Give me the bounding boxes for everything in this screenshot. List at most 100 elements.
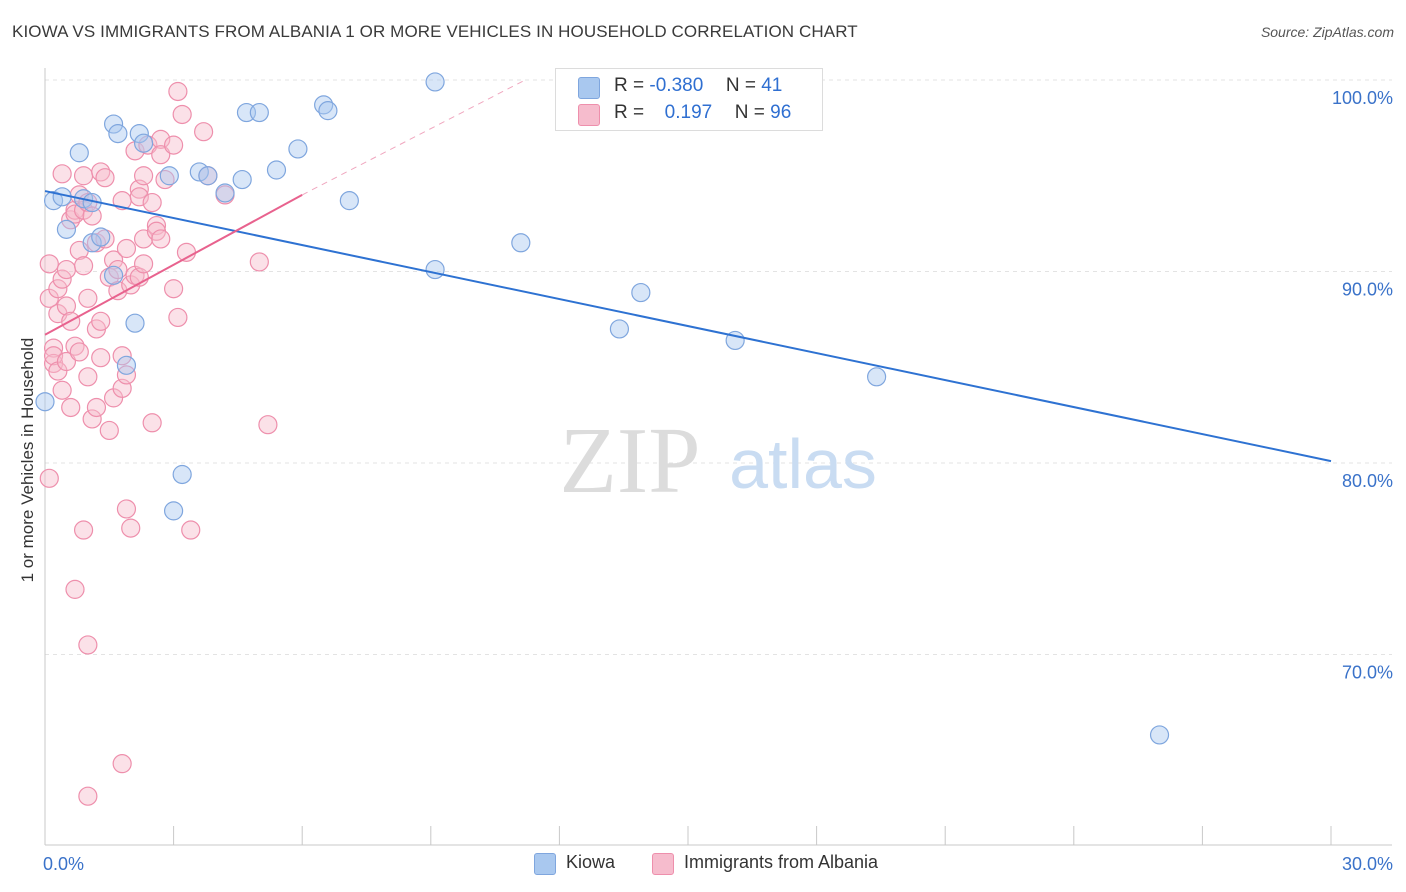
data-point	[164, 501, 184, 521]
data-point	[73, 520, 94, 540]
data-point	[133, 166, 154, 186]
data-point	[65, 579, 85, 599]
n-label: N =	[734, 102, 765, 123]
data-point	[116, 499, 137, 519]
data-point	[133, 254, 154, 274]
data-point	[609, 319, 630, 339]
data-point	[133, 133, 154, 153]
data-point	[91, 348, 111, 368]
data-point	[56, 259, 77, 280]
data-point	[78, 367, 98, 387]
data-point	[78, 786, 98, 806]
data-point	[151, 229, 171, 249]
chart-title: KIOWA VS IMMIGRANTS FROM ALBANIA 1 OR MO…	[12, 22, 858, 41]
data-point	[112, 754, 132, 774]
data-point	[112, 346, 132, 366]
data-point	[69, 342, 89, 362]
data-point	[108, 124, 128, 144]
data-point	[266, 160, 287, 180]
data-point	[249, 102, 269, 123]
data-point	[91, 311, 111, 331]
data-point	[116, 238, 137, 259]
data-point	[56, 351, 77, 372]
albania-legend-swatch	[652, 853, 674, 875]
data-point	[172, 104, 192, 125]
data-point	[142, 192, 162, 213]
r-label: R =	[614, 75, 645, 96]
albania-swatch	[578, 104, 600, 126]
data-point	[168, 81, 188, 102]
data-point	[631, 282, 651, 303]
data-point	[129, 124, 149, 144]
albania-points	[39, 81, 278, 806]
data-point	[86, 397, 107, 418]
r-value: -0.380	[649, 75, 704, 96]
data-point	[198, 166, 218, 186]
data-point	[39, 254, 59, 274]
albania-trend-extension	[301, 79, 526, 196]
data-point	[52, 164, 72, 184]
n-value: 41	[761, 75, 783, 96]
data-point	[78, 635, 98, 655]
x-tick-label: 0.0%	[43, 854, 84, 874]
data-point	[95, 168, 115, 188]
data-point	[159, 166, 179, 186]
data-point	[511, 233, 531, 253]
y-tick-label: 90.0%	[1342, 280, 1393, 300]
data-point	[116, 355, 137, 375]
data-point	[194, 122, 214, 142]
data-point	[164, 279, 184, 299]
n-value: 96	[770, 102, 792, 123]
data-point	[425, 72, 445, 92]
data-point	[39, 468, 59, 488]
watermark-atlas: atlas	[729, 425, 877, 503]
data-point	[73, 256, 94, 276]
kiowa-legend-label: Kiowa	[566, 852, 616, 872]
data-point	[125, 313, 145, 333]
kiowa-swatch	[578, 77, 600, 99]
data-point	[78, 288, 98, 308]
kiowa-legend-swatch	[534, 853, 556, 875]
data-point	[56, 219, 77, 239]
data-point	[103, 114, 124, 134]
kiowa-points	[35, 72, 1170, 745]
correlation-legend: R = -0.380 N = 41 R = 0.197 N = 96	[555, 68, 823, 131]
albania-trend-line	[44, 194, 303, 336]
data-point	[249, 252, 269, 272]
data-point	[172, 464, 192, 485]
albania-legend-label: Immigrants from Albania	[684, 852, 879, 872]
data-point	[103, 265, 124, 285]
data-point	[121, 518, 141, 538]
data-point	[1149, 725, 1170, 745]
r-label: R =	[614, 102, 645, 123]
data-point	[52, 380, 72, 400]
data-point	[61, 397, 81, 418]
source-label: Source: ZipAtlas.com	[1260, 24, 1394, 40]
data-point	[82, 409, 102, 429]
data-point	[339, 191, 359, 211]
trend-lines	[44, 79, 1332, 463]
data-point	[288, 139, 308, 159]
data-point	[164, 135, 184, 155]
data-point	[867, 367, 887, 387]
y-tick-label: 80.0%	[1342, 471, 1393, 491]
kiowa-trend-line	[44, 190, 1332, 463]
data-point	[48, 279, 68, 299]
data-point	[258, 415, 278, 435]
data-point	[43, 338, 64, 358]
y-tick-label: 70.0%	[1342, 663, 1393, 683]
data-point	[69, 143, 89, 163]
data-point	[232, 169, 252, 190]
data-point	[82, 206, 102, 226]
data-point	[181, 520, 201, 540]
gridlines	[45, 79, 1392, 655]
y-tick-label: 100.0%	[1332, 88, 1393, 108]
data-point	[56, 296, 77, 316]
data-point	[151, 145, 171, 165]
data-point	[142, 413, 162, 433]
x-tick-label: 30.0%	[1342, 854, 1393, 874]
data-point	[52, 269, 72, 289]
data-point	[425, 259, 445, 280]
data-point	[91, 227, 111, 247]
